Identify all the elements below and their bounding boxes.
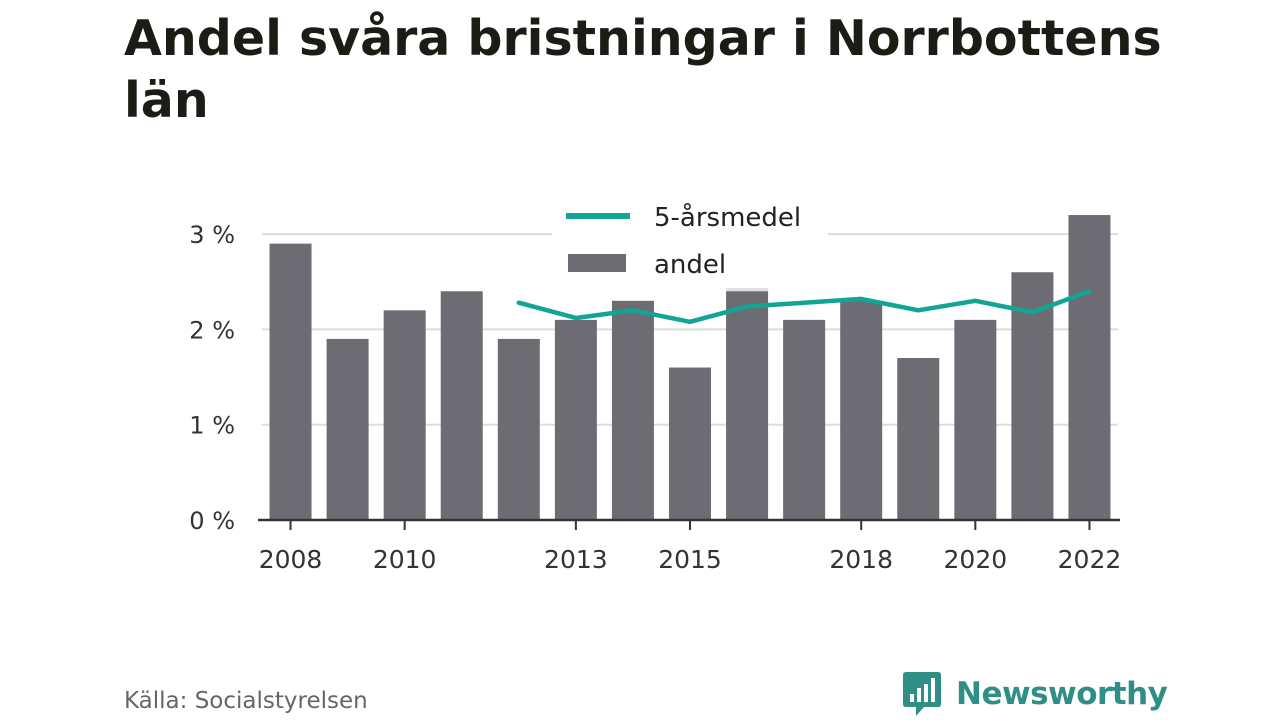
bar: [726, 291, 769, 520]
bar-chart-speech-bubble-icon: [903, 672, 941, 716]
bar: [783, 319, 826, 520]
bar: [1068, 215, 1111, 521]
x-tick-label: 2018: [829, 545, 893, 574]
chart: 5-årsmedel andel 0 % 1 % 2 % 3 % 2008 2010 2013…: [189, 196, 1122, 574]
y-tick-label: 0 %: [189, 507, 235, 535]
bar: [611, 300, 654, 520]
bar: [554, 319, 597, 520]
x-tick-label: 2008: [259, 545, 323, 574]
y-tick-label: 1 %: [189, 412, 235, 440]
legend-label: 5-årsmedel: [654, 202, 801, 233]
bar: [383, 310, 426, 520]
y-tick-label: 2 %: [189, 316, 235, 344]
brand-name: Newsworthy: [956, 676, 1168, 712]
chart-title: Andel svåra bristningar i Norrbottens lä…: [124, 10, 1162, 129]
x-tick-label: 2013: [544, 545, 608, 574]
bar: [840, 300, 883, 520]
bar: [269, 243, 312, 520]
source-note: Källa: Socialstyrelsen: [124, 688, 368, 714]
x-tick-label: 2022: [1058, 545, 1122, 574]
series-line-5-arsmedel: [516, 289, 1092, 325]
x-tick-label: 2015: [658, 545, 722, 574]
newsworthy-logo[interactable]: Newsworthy: [902, 670, 1168, 718]
x-tick-label: 2010: [373, 545, 437, 574]
x-tick-label: 2020: [944, 545, 1008, 574]
bar: [440, 291, 483, 520]
bar: [954, 319, 997, 520]
bar: [497, 338, 540, 520]
legend-background: [552, 196, 828, 288]
y-tick-label: 3 %: [189, 221, 235, 249]
bar: [897, 357, 940, 520]
legend-bar-swatch: [568, 254, 626, 272]
bar: [669, 367, 711, 520]
bar: [326, 338, 369, 520]
legend-label: andel: [654, 250, 726, 280]
